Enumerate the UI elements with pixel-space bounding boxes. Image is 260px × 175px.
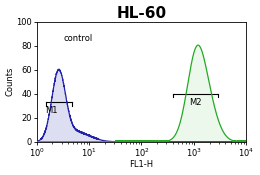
Text: M2: M2: [189, 98, 202, 107]
X-axis label: FL1-H: FL1-H: [129, 160, 153, 169]
Title: HL-60: HL-60: [116, 6, 166, 20]
Text: control: control: [64, 34, 93, 43]
Y-axis label: Counts: Counts: [5, 67, 15, 96]
Text: M1: M1: [45, 106, 57, 115]
